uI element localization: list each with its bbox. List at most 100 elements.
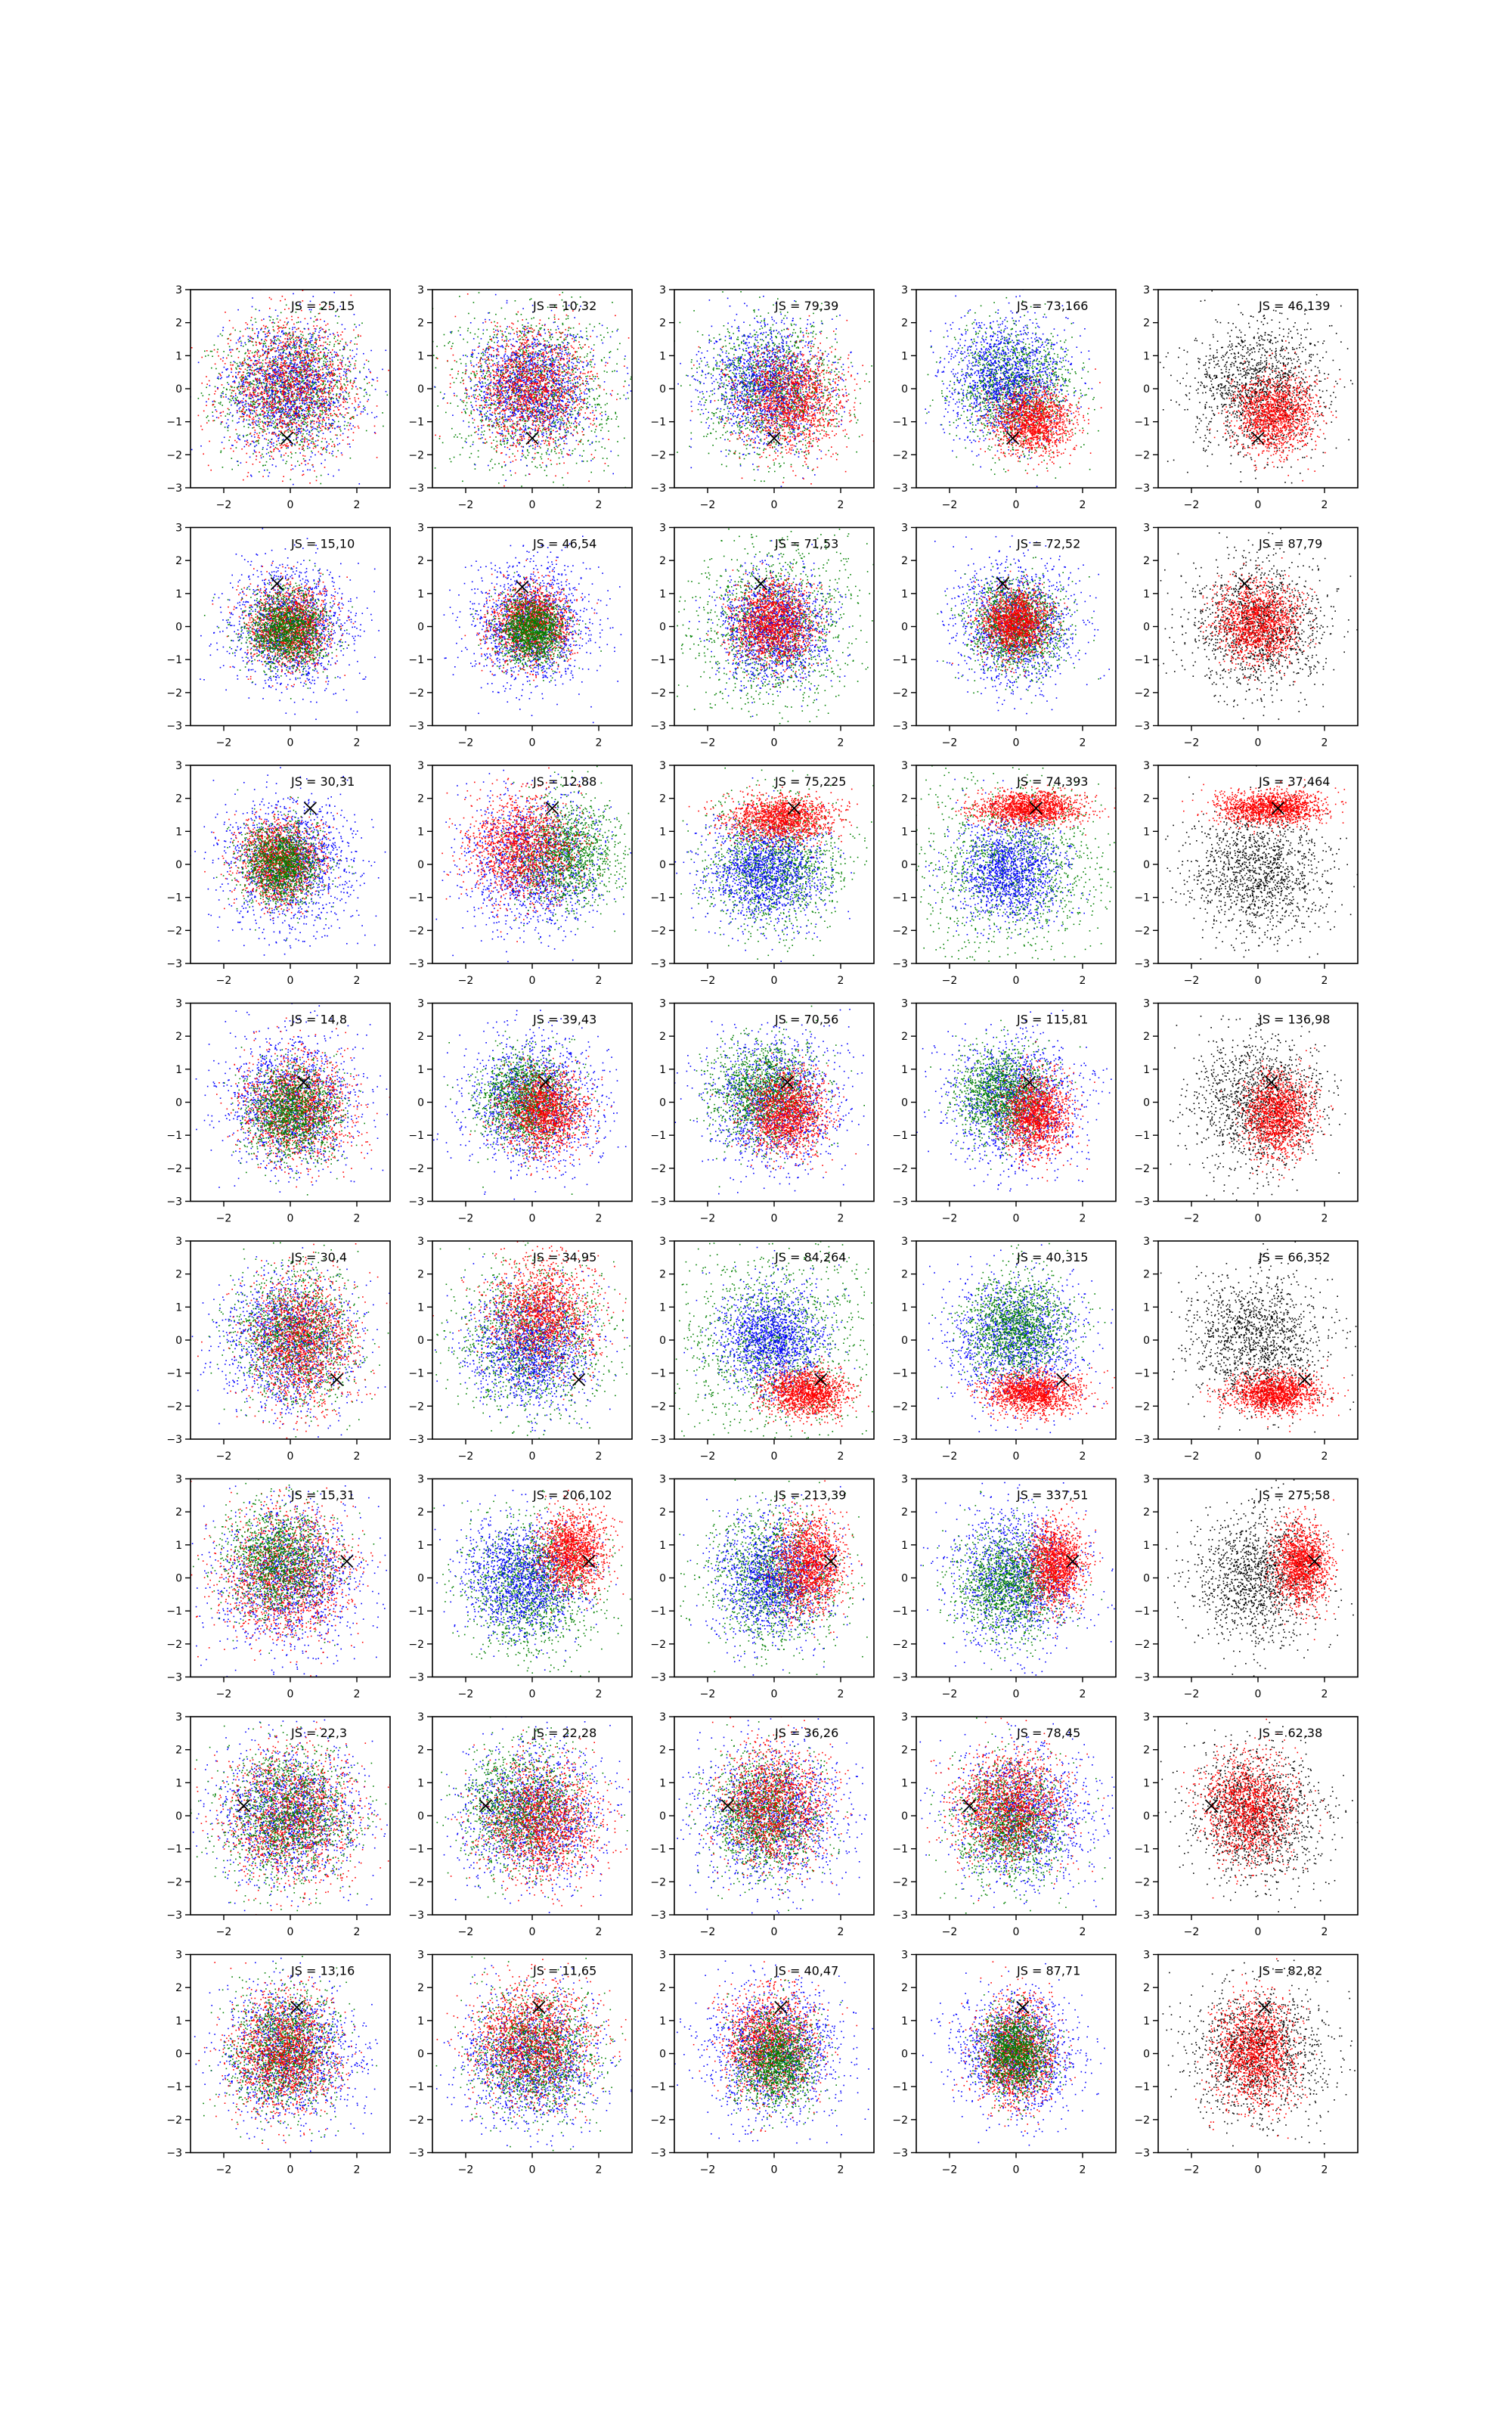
scatter-point xyxy=(269,361,271,362)
scatter-point xyxy=(278,358,280,359)
scatter-point xyxy=(287,323,288,324)
scatter-point xyxy=(268,383,270,385)
scatter-point xyxy=(299,346,300,348)
scatter-point xyxy=(252,338,253,340)
scatter-point xyxy=(525,457,526,458)
scatter-point xyxy=(303,383,305,385)
scatter-point xyxy=(230,396,231,397)
scatter-point xyxy=(306,427,308,428)
scatter-point xyxy=(354,407,355,408)
scatter-point xyxy=(239,411,240,412)
scatter-point xyxy=(560,449,562,451)
scatter-point xyxy=(483,353,485,355)
scatter-point xyxy=(366,392,367,393)
scatter-point xyxy=(221,397,222,399)
scatter-point xyxy=(288,382,290,383)
scatter-point xyxy=(243,426,245,427)
scatter-point xyxy=(328,417,330,419)
scatter-point xyxy=(218,355,219,357)
scatter-point xyxy=(353,417,355,419)
scatter-point xyxy=(275,420,277,421)
scatter-point xyxy=(329,385,330,386)
scatter-point xyxy=(290,420,291,422)
scatter-point xyxy=(591,430,593,432)
scatter-point xyxy=(282,410,284,411)
scatter-point xyxy=(229,349,231,351)
scatter-point xyxy=(324,374,325,375)
scatter-point xyxy=(286,384,287,386)
scatter-point xyxy=(350,417,352,419)
scatter-point xyxy=(332,359,333,361)
scatter-point xyxy=(318,367,319,368)
scatter-point xyxy=(308,366,309,368)
scatter-point xyxy=(296,383,298,384)
scatter-point xyxy=(241,378,243,380)
scatter-point xyxy=(356,343,358,345)
scatter-point xyxy=(280,430,282,432)
scatter-point xyxy=(318,380,319,381)
scatter-point xyxy=(287,430,288,432)
scatter-point xyxy=(576,361,578,362)
scatter-point xyxy=(606,423,608,425)
scatter-point xyxy=(239,435,240,436)
scatter-point xyxy=(283,394,284,396)
scatter-point xyxy=(303,450,305,451)
scatter-point xyxy=(268,332,270,334)
scatter-point xyxy=(308,408,310,410)
scatter-point xyxy=(314,376,315,377)
scatter-point xyxy=(316,371,318,373)
scatter-point xyxy=(304,374,305,375)
scatter-point xyxy=(290,451,292,453)
scatter-point xyxy=(537,467,538,469)
scatter-point xyxy=(259,343,261,345)
scatter-point xyxy=(312,382,314,383)
scatter-point xyxy=(268,445,269,446)
scatter-point xyxy=(263,345,265,346)
scatter-point xyxy=(332,415,333,417)
scatter-point xyxy=(364,396,365,397)
scatter-point xyxy=(304,328,305,330)
scatter-point xyxy=(589,389,590,390)
scatter-point xyxy=(327,392,328,393)
scatter-point xyxy=(310,375,311,377)
scatter-point xyxy=(366,376,367,377)
scatter-point xyxy=(302,417,304,419)
scatter-point xyxy=(250,381,252,383)
scatter-point xyxy=(386,350,387,352)
scatter-point xyxy=(261,398,262,399)
scatter-point xyxy=(330,375,332,377)
scatter-point xyxy=(343,396,345,397)
scatter-point xyxy=(293,368,295,369)
scatter-point xyxy=(286,426,287,427)
scatter-point xyxy=(275,392,277,393)
scatter-point xyxy=(302,363,303,365)
scatter-point xyxy=(277,364,278,365)
scatter-point xyxy=(338,402,339,404)
scatter-point xyxy=(310,436,311,437)
scatter-point xyxy=(246,415,248,417)
scatter-point xyxy=(282,355,284,357)
scatter-point xyxy=(300,321,302,323)
scatter-point xyxy=(298,351,299,352)
scatter-point xyxy=(273,442,274,444)
scatter-point xyxy=(330,376,331,377)
scatter-point xyxy=(489,470,491,471)
scatter-point xyxy=(302,350,304,352)
scatter-point xyxy=(253,406,254,408)
scatter-point xyxy=(338,369,339,371)
scatter-point xyxy=(308,329,310,330)
scatter-point xyxy=(307,383,308,384)
scatter-point xyxy=(332,378,333,380)
scatter-point xyxy=(537,452,538,454)
scatter-point xyxy=(296,346,297,348)
scatter-point xyxy=(543,414,544,416)
scatter-point xyxy=(285,411,287,412)
scatter-point xyxy=(518,364,519,365)
scatter-point xyxy=(308,411,310,413)
scatter-point xyxy=(246,444,247,445)
scatter-point xyxy=(299,399,300,400)
scatter-point xyxy=(383,426,384,427)
scatter-point xyxy=(267,333,268,334)
scatter-point xyxy=(301,400,302,402)
scatter-point xyxy=(287,399,289,401)
